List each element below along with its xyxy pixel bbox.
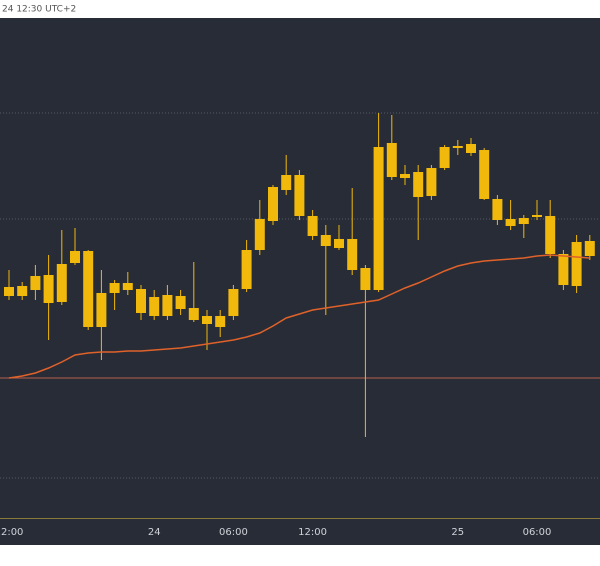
candle-body — [584, 241, 595, 256]
candle-body — [202, 316, 212, 324]
candle-body — [56, 264, 67, 302]
candle-body — [334, 239, 344, 248]
candle-body — [307, 216, 318, 236]
candle-body — [558, 254, 569, 285]
x-tick-label: 24 — [148, 527, 161, 538]
candle-body — [241, 250, 252, 289]
candle-body — [479, 150, 490, 199]
candle-body — [413, 172, 424, 197]
plot-background — [0, 18, 600, 545]
x-tick-label: 06:00 — [523, 527, 552, 538]
candle-body — [228, 289, 239, 316]
candle-body — [254, 219, 265, 250]
x-tick-label: 12:00 — [0, 527, 23, 538]
candle-body — [122, 283, 133, 290]
candle-body — [439, 147, 450, 168]
candle-body — [109, 283, 120, 293]
candle-body — [360, 268, 371, 290]
candle-body — [545, 216, 556, 254]
candle-body — [532, 215, 542, 217]
candle-body — [215, 316, 226, 327]
candle-body — [281, 175, 292, 190]
candle-body — [294, 175, 305, 216]
candle-body — [96, 293, 107, 327]
candle-body — [188, 308, 199, 320]
candle-body — [571, 242, 582, 286]
candle-body — [400, 174, 410, 178]
candle-body — [505, 219, 516, 226]
candle-body — [518, 218, 529, 224]
x-tick-label: 25 — [451, 527, 464, 538]
x-tick-label: 12:00 — [298, 527, 327, 538]
moving-average-line — [8, 254, 590, 379]
chart-title: 24 12:30 UTC+2 — [2, 5, 76, 15]
candle-body — [492, 199, 503, 220]
candle-body — [320, 235, 331, 246]
candle-body — [70, 251, 80, 263]
candle-body — [162, 295, 173, 316]
candle-body — [452, 146, 463, 148]
candle-body — [4, 287, 14, 296]
candle-body — [149, 297, 160, 316]
candle-body — [83, 251, 94, 327]
candle-body — [268, 187, 278, 221]
candle-body — [347, 239, 358, 270]
candle-body — [43, 275, 54, 303]
x-tick-label: 06:00 — [219, 527, 248, 538]
candle-body — [426, 168, 437, 196]
candle-body — [466, 144, 476, 153]
candle-body — [386, 143, 397, 177]
candle-body — [17, 286, 28, 296]
candle-body — [136, 289, 146, 313]
candle-body — [175, 296, 186, 309]
candle-body — [30, 276, 41, 290]
candle-body — [373, 147, 384, 290]
